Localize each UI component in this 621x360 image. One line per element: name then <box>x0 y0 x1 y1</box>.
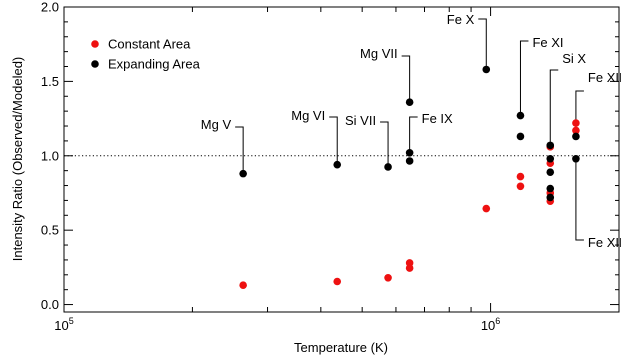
annotation-leader-line <box>409 116 418 153</box>
annotation-label: Fe XI <box>532 35 563 50</box>
y-tick-label: 0.0 <box>41 297 59 312</box>
constant-area-point <box>333 277 342 286</box>
constant-area-point <box>516 182 525 191</box>
annotation-label: Mg VI <box>291 108 325 123</box>
legend-marker <box>91 60 99 68</box>
expanding-area-point <box>546 168 555 176</box>
x-axis-title: Temperature (K) <box>294 340 388 355</box>
annotation-leader-line <box>235 126 244 174</box>
expanding-area-point <box>482 65 491 74</box>
annotation-leader-line <box>401 55 411 103</box>
annotation-label: Si X <box>562 51 586 66</box>
expanding-area-point <box>516 132 525 141</box>
plot-frame <box>63 6 620 313</box>
constant-area-point <box>405 259 414 267</box>
annotation-label: Fe X <box>447 12 475 27</box>
y-tick-label: 2.0 <box>41 0 59 15</box>
expanding-area-point <box>546 184 555 193</box>
constant-area-point <box>572 119 580 127</box>
annotation-leader-line <box>478 18 487 70</box>
constant-area-point <box>572 126 580 135</box>
expanding-area-point <box>333 160 342 169</box>
constant-area-point <box>482 204 491 213</box>
y-tick-label: 1.0 <box>41 148 59 163</box>
y-axis-title: Intensity Ratio (Observed/Modeled) <box>10 57 25 261</box>
legend-label: Expanding Area <box>108 57 201 72</box>
expanding-area-point <box>516 111 525 120</box>
legend-label: Constant Area <box>108 37 191 52</box>
expanding-area-point <box>384 163 392 171</box>
annotation-label: Si VII <box>345 113 376 128</box>
x-tick-label: 106 <box>481 316 500 333</box>
annotation-label: Mg V <box>201 117 232 132</box>
expanding-area-point <box>572 132 580 141</box>
legend-marker <box>91 40 99 48</box>
annotation-label: Fe XIII <box>588 235 621 250</box>
expanding-area-point <box>405 157 414 165</box>
annotation-leader-line <box>519 40 529 116</box>
constant-area-point <box>516 172 525 181</box>
expanding-area-point <box>546 154 555 163</box>
annotation-label: Mg VII <box>360 46 398 61</box>
constant-area-point <box>405 264 414 272</box>
expanding-area-point <box>546 193 555 202</box>
constant-area-point <box>239 281 247 290</box>
expanding-area-point <box>239 169 247 178</box>
x-tick-label: 105 <box>54 316 73 333</box>
annotation-label: Fe XII <box>588 70 621 85</box>
expanding-area-point <box>572 154 580 163</box>
annotation-leader-line <box>549 69 559 146</box>
annotation-label: Fe IX <box>422 111 453 126</box>
y-tick-label: 0.5 <box>41 223 59 238</box>
annotation-leader-line <box>329 116 338 165</box>
expanding-area-point <box>546 141 555 150</box>
annotation-leader-line <box>380 121 389 167</box>
constant-area-point <box>384 273 392 282</box>
expanding-area-point <box>405 98 414 107</box>
y-tick-label: 1.5 <box>41 74 59 89</box>
expanding-area-point <box>405 149 414 157</box>
annotation-leader-line <box>575 158 584 241</box>
